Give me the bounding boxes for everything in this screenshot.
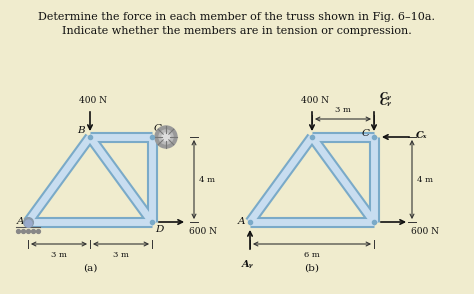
Text: 3 m: 3 m: [51, 251, 67, 259]
Text: 600 N: 600 N: [189, 228, 217, 236]
Text: B: B: [77, 126, 85, 135]
Circle shape: [155, 126, 177, 148]
Text: 400 N: 400 N: [301, 96, 329, 105]
Text: A: A: [17, 218, 24, 226]
Text: A: A: [237, 218, 245, 226]
Text: C: C: [362, 129, 370, 138]
Text: 3 m: 3 m: [335, 106, 351, 114]
Text: Cₓ: Cₓ: [416, 131, 428, 139]
Text: 3 m: 3 m: [113, 251, 129, 259]
Text: Determine the force in each member of the truss shown in Fig. 6–10a.: Determine the force in each member of th…: [38, 12, 436, 22]
Circle shape: [162, 133, 170, 141]
Text: Cᵧ: Cᵧ: [380, 98, 392, 107]
Text: Indicate whether the members are in tension or compression.: Indicate whether the members are in tens…: [62, 26, 412, 36]
Text: 4 m: 4 m: [199, 176, 215, 183]
Text: D: D: [155, 225, 164, 234]
Text: C: C: [154, 124, 162, 133]
Text: Cᵧ: Cᵧ: [380, 92, 392, 101]
Text: (b): (b): [304, 264, 319, 273]
Text: Aᵧ: Aᵧ: [242, 260, 254, 269]
Text: (a): (a): [83, 264, 97, 273]
Text: 600 N: 600 N: [411, 228, 439, 236]
Text: 4 m: 4 m: [417, 176, 433, 183]
Text: 400 N: 400 N: [79, 96, 107, 105]
Circle shape: [159, 130, 173, 144]
Text: 6 m: 6 m: [304, 251, 320, 259]
